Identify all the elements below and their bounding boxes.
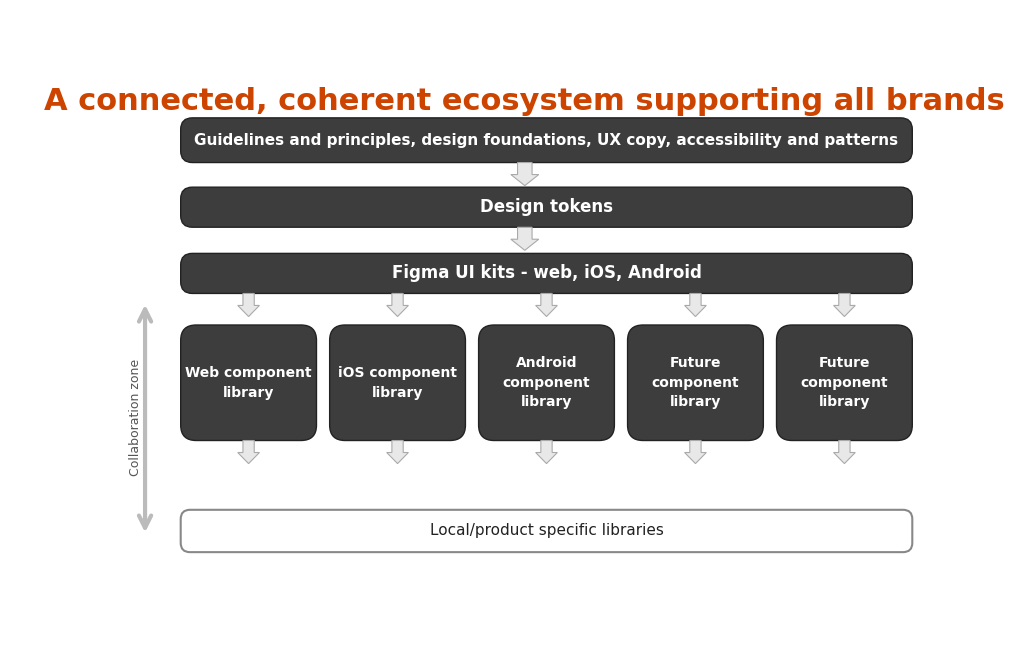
Polygon shape [685,293,707,316]
Text: Design tokens: Design tokens [480,198,613,216]
Polygon shape [834,293,855,316]
FancyBboxPatch shape [180,187,912,227]
Polygon shape [387,441,409,464]
FancyBboxPatch shape [180,118,912,162]
Polygon shape [834,441,855,464]
Text: Local/product specific libraries: Local/product specific libraries [429,523,664,538]
Text: Web component
library: Web component library [185,366,312,400]
FancyBboxPatch shape [478,325,614,441]
Text: A connected, coherent ecosystem supporting all brands: A connected, coherent ecosystem supporti… [44,87,1006,116]
Polygon shape [536,293,557,316]
Text: Collaboration zone: Collaboration zone [129,359,142,476]
FancyBboxPatch shape [330,325,466,441]
Polygon shape [511,162,539,185]
Text: Android
component
library: Android component library [503,356,590,409]
Text: Future
component
library: Future component library [801,356,888,409]
Polygon shape [387,293,409,316]
FancyBboxPatch shape [180,325,316,441]
FancyBboxPatch shape [776,325,912,441]
Polygon shape [685,441,707,464]
Polygon shape [536,441,557,464]
FancyBboxPatch shape [180,510,912,552]
Text: iOS component
library: iOS component library [338,366,457,400]
Text: Future
component
library: Future component library [651,356,739,409]
FancyBboxPatch shape [628,325,763,441]
Text: Figma UI kits - web, iOS, Android: Figma UI kits - web, iOS, Android [391,265,701,282]
Polygon shape [238,293,259,316]
FancyBboxPatch shape [180,253,912,293]
FancyArrowPatch shape [139,309,152,528]
Polygon shape [238,441,259,464]
Text: Guidelines and principles, design foundations, UX copy, accessibility and patter: Guidelines and principles, design founda… [195,133,899,147]
Polygon shape [511,227,539,250]
